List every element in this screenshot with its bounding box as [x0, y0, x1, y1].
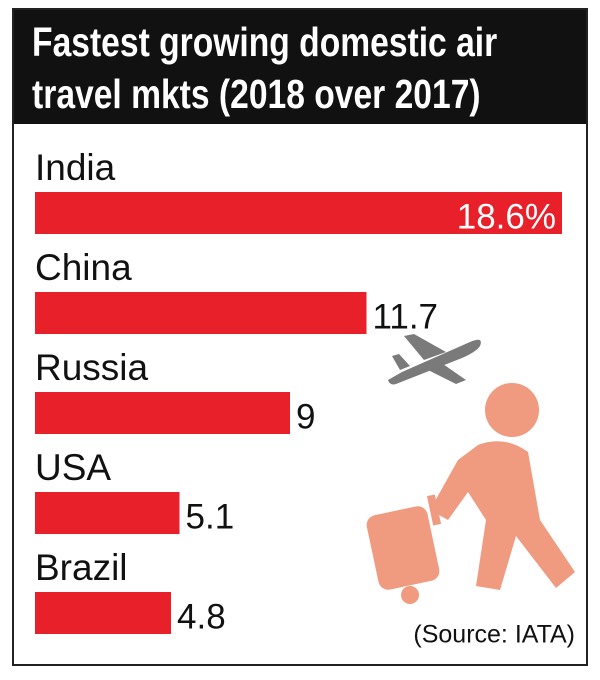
source-note: (Source: IATA) — [413, 621, 575, 649]
bar — [35, 392, 290, 434]
airplane-icon — [388, 334, 481, 385]
bar — [35, 292, 367, 334]
value-label: 4.8 — [177, 597, 226, 636]
value-label: 11.7 — [373, 297, 439, 336]
category-label: India — [35, 147, 116, 188]
category-label: Brazil — [35, 547, 128, 588]
title-banner: Fastest growing domestic air travel mkts… — [14, 10, 586, 124]
bar — [35, 592, 171, 634]
chart-title: Fastest growing domestic air travel mkts… — [32, 19, 498, 117]
category-label: USA — [35, 447, 111, 488]
traveller-icon — [366, 383, 575, 604]
bar — [35, 492, 180, 534]
bar — [35, 192, 562, 234]
value-label: 9 — [296, 397, 315, 436]
category-label: Russia — [35, 347, 149, 388]
value-label: 5.1 — [186, 497, 235, 536]
category-label: China — [35, 247, 132, 288]
value-label: 18.6% — [457, 197, 556, 236]
